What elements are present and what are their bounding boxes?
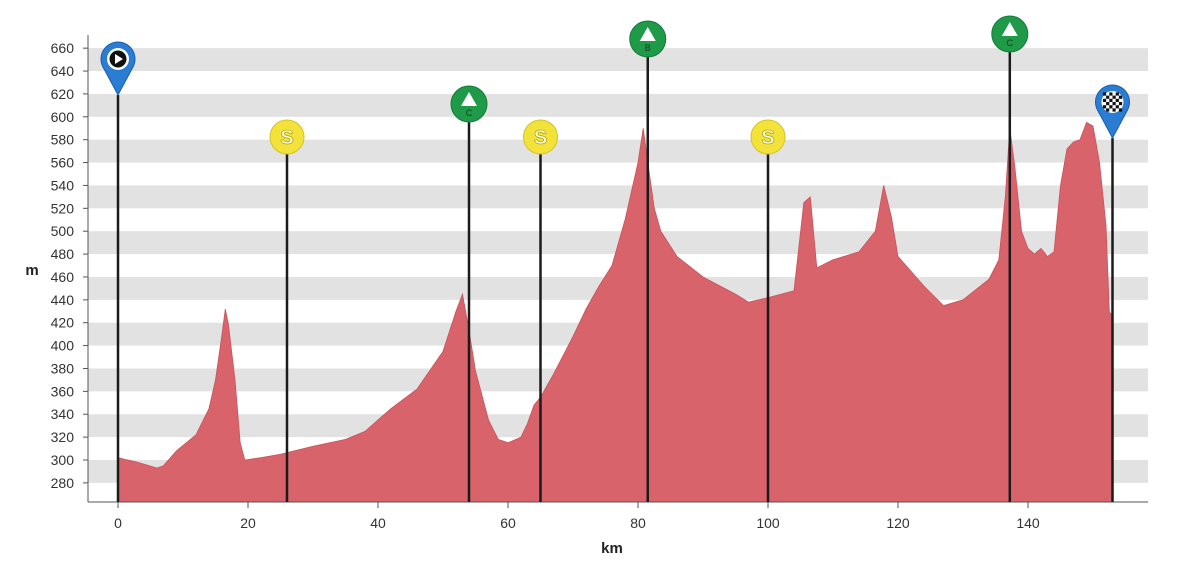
mountain-icon	[639, 27, 656, 41]
climb-category-label: B	[645, 43, 651, 53]
x-tick-label: 140	[1016, 515, 1040, 531]
checker-cell	[1112, 102, 1116, 106]
checker-cell	[1115, 98, 1119, 102]
x-tick-label: 120	[886, 515, 910, 531]
x-tick-label: 20	[240, 515, 256, 531]
checker-cell	[1106, 108, 1110, 112]
elevation-area	[117, 121, 1113, 503]
y-tick-label: 380	[51, 360, 75, 376]
checker-cell	[1106, 95, 1110, 99]
y-tick-label: 500	[51, 223, 75, 239]
x-tick-label: 0	[114, 515, 122, 531]
play-triangle	[115, 54, 123, 64]
checker-cell	[1109, 105, 1113, 109]
checker-cell	[1115, 92, 1119, 96]
climb-category-label: C	[466, 108, 473, 118]
y-tick-label: 420	[51, 315, 75, 331]
sprint-label: S	[280, 127, 293, 149]
y-tick-label: 580	[51, 132, 75, 148]
checker-cell	[1102, 92, 1107, 96]
checker-cell	[1109, 98, 1113, 102]
y-tick-label: 300	[51, 452, 75, 468]
y-tick-label: 440	[51, 292, 75, 308]
mountain-icon	[1001, 22, 1018, 36]
route-markers: S S S C B C	[100, 15, 1130, 502]
checker-cell	[1106, 102, 1110, 106]
sprint-icon	[523, 119, 558, 155]
checker-cell	[1112, 95, 1116, 99]
checker-cell	[1118, 95, 1123, 99]
y-tick-label: 480	[51, 246, 75, 262]
grid-band	[88, 93, 1148, 117]
y-tick-label: 360	[51, 383, 75, 399]
checker-cell	[1102, 98, 1107, 102]
y-tick-label: 540	[51, 177, 75, 193]
checker-cell	[1118, 108, 1123, 112]
elevation-profile	[117, 121, 1113, 503]
checkered-flag-icon	[1102, 92, 1123, 112]
x-axis-label: km	[601, 540, 623, 557]
grid-band	[88, 139, 1148, 163]
checker-cell	[1102, 105, 1107, 109]
y-tick-label: 400	[51, 338, 75, 354]
y-tick-label: 600	[51, 109, 75, 125]
x-tick-labels: 0 20 40 60 80 100 120 140	[114, 502, 1040, 531]
start-marker	[100, 41, 136, 97]
y-axis-label: m	[25, 262, 38, 279]
checker-cell	[1115, 105, 1119, 109]
finish-marker	[1095, 84, 1130, 140]
grid-band	[88, 185, 1148, 209]
x-tick-label: 80	[630, 515, 646, 531]
y-tick-labels: 280 300 320 340 360 380 400 420 440 460 480 500 520 5…	[51, 40, 88, 491]
axes	[87, 35, 1148, 503]
y-tick-label: 620	[51, 86, 75, 102]
x-tick-label: 60	[500, 515, 516, 531]
y-tick-label: 320	[51, 429, 75, 445]
y-tick-label: 560	[51, 155, 75, 171]
mountain-icon	[461, 92, 477, 106]
y-tick-label: 640	[51, 63, 75, 79]
grid-band	[88, 48, 1148, 72]
y-tick-label: 280	[51, 475, 75, 491]
checker-cell	[1112, 108, 1116, 112]
x-tick-label: 100	[756, 515, 780, 531]
x-tick-label: 40	[370, 515, 386, 531]
sprint-label: S	[761, 127, 774, 149]
y-tick-label: 340	[51, 406, 75, 422]
sprint-label: S	[534, 127, 547, 149]
sprint-icon	[269, 119, 305, 155]
sprint-icon	[750, 119, 786, 155]
checker-cell	[1118, 102, 1123, 106]
y-tick-label: 460	[51, 269, 75, 285]
checker-cell	[1109, 92, 1113, 96]
y-tick-label: 660	[51, 40, 75, 56]
climb-category-label: C	[1007, 38, 1014, 48]
y-tick-label: 520	[51, 200, 75, 216]
